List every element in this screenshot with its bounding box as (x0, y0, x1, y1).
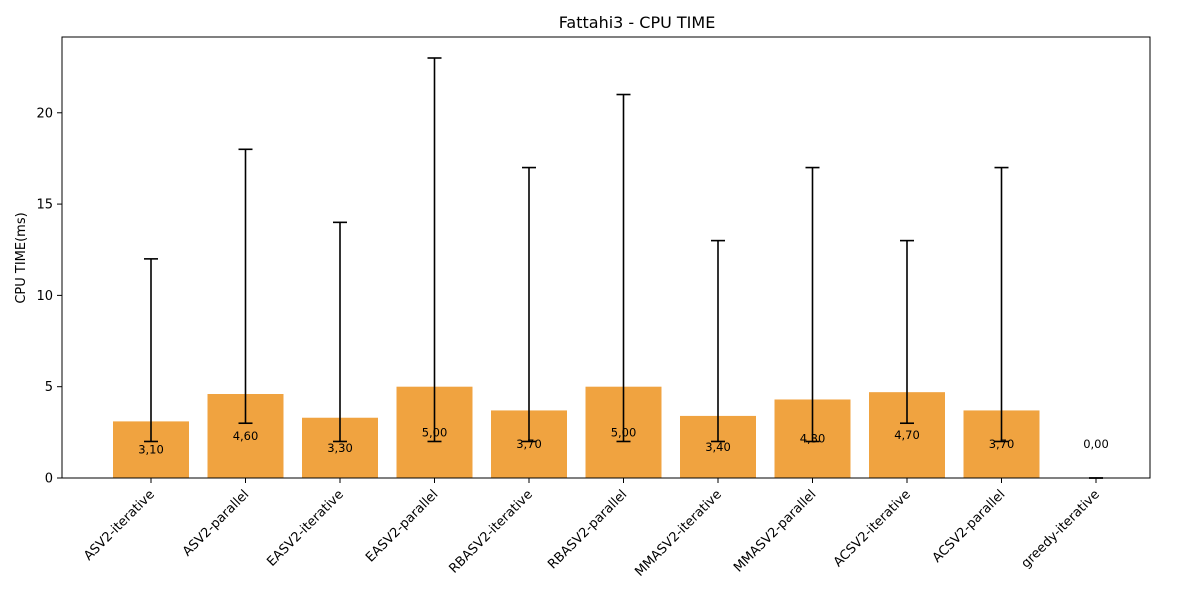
x-tick-label: MMASV2-iterative (632, 487, 725, 580)
data-label: 5,00 (611, 425, 637, 439)
error-bar (144, 258, 158, 443)
data-label: 0,00 (1083, 437, 1109, 451)
error-bar (333, 221, 347, 443)
error-bar (711, 239, 725, 443)
x-axis: ASV2-iterative ASV2-parallel EASV2-iterati… (81, 478, 1103, 580)
plot-frame (61, 36, 1151, 479)
data-labels-group: 3,10 4,60 3,30 5,00 3,70 5,00 3,40 4,30 4,70 3,70… (138, 425, 1109, 456)
y-axis-label: CPU TIME(ms) (14, 212, 29, 303)
x-tick-label: EASV2-parallel (363, 487, 441, 565)
x-tick-label: ASV2-iterative (81, 487, 158, 564)
x-tick-label: ACSV2-iterative (831, 487, 914, 570)
error-bar (522, 166, 536, 443)
error-bar (805, 166, 820, 443)
data-label: 3,10 (138, 443, 164, 457)
x-tick-label: ASV2-parallel (180, 487, 252, 559)
data-label: 4,70 (894, 428, 920, 442)
data-label: 4,60 (233, 429, 259, 443)
data-label: 3,70 (516, 437, 542, 451)
data-label: 3,70 (989, 437, 1015, 451)
data-label: 5,00 (422, 425, 448, 439)
y-tick-label: 10 (36, 289, 53, 304)
chart-title: Fattahi3 - CPU TIME (559, 13, 716, 32)
data-label: 3,30 (327, 441, 353, 455)
error-bar (238, 148, 253, 425)
y-tick-label: 20 (36, 106, 53, 121)
x-tick-label: ACSV2-parallel (930, 487, 1009, 566)
x-tick-label: MMASV2-parallel (731, 487, 819, 575)
x-tick-label: greedy-iterative (1019, 487, 1103, 571)
data-label: 3,40 (705, 440, 731, 454)
error-bars-group (144, 57, 1103, 479)
y-tick-label: 15 (36, 198, 53, 213)
y-axis: 0 5 10 15 20 (36, 106, 62, 487)
y-tick-label: 0 (45, 472, 53, 487)
x-tick-label: EASV2-iterative (264, 487, 346, 569)
data-label: 4,30 (800, 432, 826, 446)
y-tick-label: 5 (45, 380, 53, 395)
x-tick-label: RBASV2-iterative (446, 487, 535, 576)
error-bar (900, 239, 914, 425)
x-tick-label: RBASV2-parallel (545, 487, 630, 572)
error-bar (994, 166, 1009, 443)
error-bar (427, 57, 442, 443)
error-bar (616, 93, 631, 443)
